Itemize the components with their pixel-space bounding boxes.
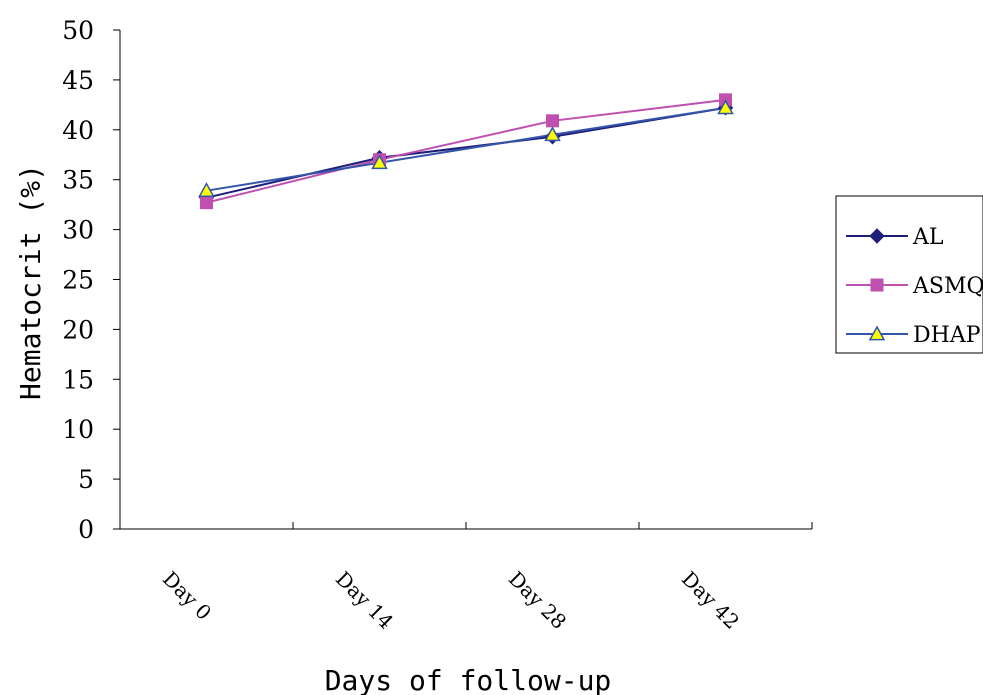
legend-label-asmq: ASMQ xyxy=(912,274,983,299)
x-category-label: Day 42 xyxy=(677,567,744,634)
data-point-dhap xyxy=(717,99,734,115)
legend-marker-al xyxy=(869,228,885,244)
data-point-asmq xyxy=(200,196,213,210)
data-point-dhap xyxy=(198,182,215,198)
series-lines xyxy=(206,98,726,204)
series-markers xyxy=(198,93,734,210)
legend-label-dhap: DHAP xyxy=(913,323,981,348)
legend-label-al: AL xyxy=(912,225,944,250)
y-axis-title: Hematocrit (%) xyxy=(14,164,47,400)
x-axis-title: Days of follow-up xyxy=(325,664,612,695)
y-ticks: 0 5 10 15 20 25 30 35 40 45 50 xyxy=(62,16,120,544)
y-tick-label: 20 xyxy=(62,315,94,344)
data-point-dhap xyxy=(544,126,561,142)
y-tick-label: 15 xyxy=(62,365,94,394)
legend: AL ASMQ DHAP xyxy=(835,195,983,354)
data-point-dhap xyxy=(371,154,388,170)
legend-box xyxy=(835,195,983,354)
legend-marker-asmq xyxy=(870,278,884,292)
legend-marker-dhap xyxy=(868,325,886,341)
y-tick-label: 45 xyxy=(62,66,94,95)
data-point-asmq xyxy=(546,114,559,128)
y-tick-label: 5 xyxy=(78,465,94,494)
axes xyxy=(119,30,812,530)
series-line-asmq xyxy=(206,98,726,204)
series-line-dhap xyxy=(206,106,726,192)
y-tick-label: 35 xyxy=(62,166,94,195)
x-ticks: Day 0 Day 14 Day 28 Day 42 xyxy=(119,522,813,634)
y-tick-label: 50 xyxy=(62,16,94,45)
x-category-label: Day 0 xyxy=(158,567,216,625)
y-tick-label: 10 xyxy=(62,415,94,444)
y-tick-label: 30 xyxy=(62,216,94,245)
y-tick-label: 25 xyxy=(62,266,94,295)
x-category-label: Day 28 xyxy=(504,567,571,634)
y-tick-label: 0 xyxy=(78,515,94,544)
x-category-label: Day 14 xyxy=(331,567,398,634)
y-tick-label: 40 xyxy=(62,116,94,145)
